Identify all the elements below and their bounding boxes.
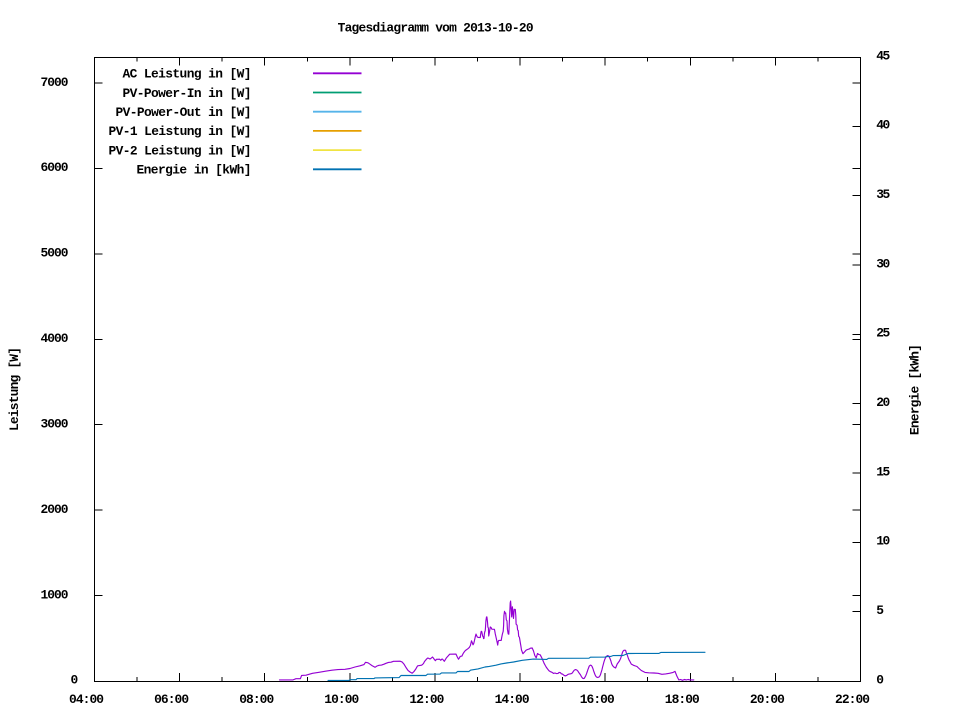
svg-text:5: 5 xyxy=(876,603,884,618)
svg-text:5000: 5000 xyxy=(41,246,69,261)
svg-text:PV-1 Leistung in [W]: PV-1 Leistung in [W] xyxy=(109,124,252,139)
svg-text:7000: 7000 xyxy=(41,75,69,90)
svg-text:PV-Power-Out in [W]: PV-Power-Out in [W] xyxy=(116,105,252,120)
svg-text:18:00: 18:00 xyxy=(665,692,700,707)
svg-text:35: 35 xyxy=(876,187,890,202)
svg-text:PV-Power-In in [W]: PV-Power-In in [W] xyxy=(123,86,252,101)
svg-text:PV-2 Leistung in [W]: PV-2 Leistung in [W] xyxy=(109,143,252,158)
svg-text:45: 45 xyxy=(876,48,890,63)
svg-text:22:00: 22:00 xyxy=(835,692,870,707)
svg-text:0: 0 xyxy=(71,672,79,687)
svg-text:1000: 1000 xyxy=(41,587,69,602)
svg-text:14:00: 14:00 xyxy=(495,692,530,707)
svg-text:06:00: 06:00 xyxy=(154,692,189,707)
svg-text:AC Leistung in [W]: AC Leistung in [W] xyxy=(123,67,252,82)
svg-text:16:00: 16:00 xyxy=(580,692,615,707)
svg-text:10:00: 10:00 xyxy=(324,692,359,707)
svg-text:08:00: 08:00 xyxy=(239,692,274,707)
svg-text:25: 25 xyxy=(876,326,890,341)
svg-text:30: 30 xyxy=(876,256,890,271)
svg-text:20: 20 xyxy=(876,395,890,410)
svg-text:2000: 2000 xyxy=(41,502,69,517)
svg-text:15: 15 xyxy=(876,464,890,479)
svg-text:Leistung [W]: Leistung [W] xyxy=(7,347,22,431)
svg-text:4000: 4000 xyxy=(41,331,69,346)
svg-text:Tagesdiagramm vom 2013-10-20: Tagesdiagramm vom 2013-10-20 xyxy=(338,21,534,36)
svg-text:Energie [kWh]: Energie [kWh] xyxy=(908,344,923,435)
svg-text:10: 10 xyxy=(876,534,890,549)
svg-text:6000: 6000 xyxy=(41,160,69,175)
svg-text:12:00: 12:00 xyxy=(409,692,444,707)
svg-text:Energie in [kWh]: Energie in [kWh] xyxy=(137,163,252,178)
svg-text:20:00: 20:00 xyxy=(750,692,785,707)
svg-text:0: 0 xyxy=(876,672,884,687)
svg-text:40: 40 xyxy=(876,118,890,133)
svg-text:04:00: 04:00 xyxy=(69,692,104,707)
svg-text:3000: 3000 xyxy=(41,417,69,432)
